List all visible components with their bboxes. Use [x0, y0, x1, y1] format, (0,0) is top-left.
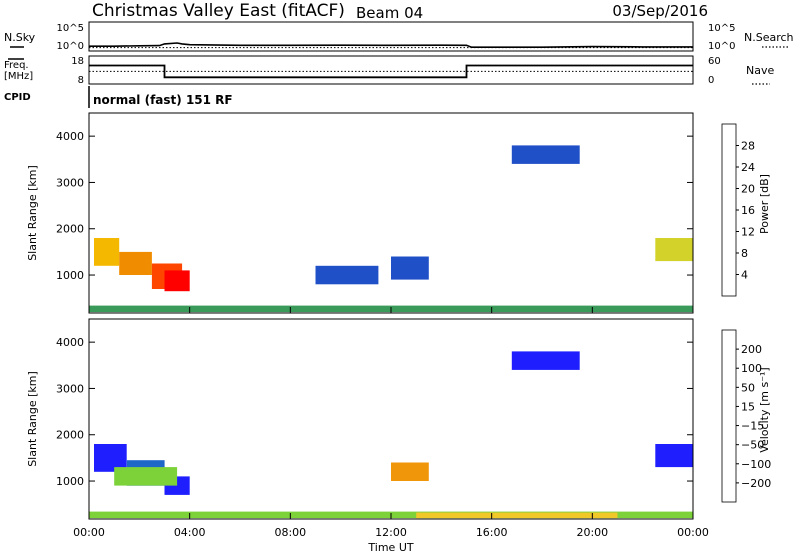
x-tick-label-1: 04:00 — [174, 526, 206, 539]
colorbar-tick-label-5: 24 — [741, 161, 755, 174]
y-tick-label-0: 1000 — [56, 269, 84, 282]
x-tick-label-2: 08:00 — [274, 526, 306, 539]
nave-tick-top: 60 — [708, 56, 721, 67]
y-tick-label-3: 4000 — [56, 336, 84, 349]
colorbar-frame — [721, 329, 737, 503]
cpid-label: CPID — [4, 92, 31, 103]
power-ylabel: Slant Range [km] — [26, 165, 39, 261]
noise-series-0 — [89, 42, 693, 49]
heatmap-region-1 — [119, 251, 152, 275]
power-colorbar: 4 8 12 16 20 24 28 — [721, 123, 755, 297]
colorbar-tick-label-0: −200 — [741, 477, 771, 490]
colorbar-tick-label-4: 15 — [741, 400, 755, 413]
y-tick-label-2: 3000 — [56, 176, 84, 189]
velocity-yticks: 1000 2000 3000 4000 — [56, 336, 693, 488]
heatmap-region-7 — [315, 265, 379, 285]
freq-label: Freq. — [4, 60, 29, 71]
power-yticks: 1000 2000 3000 4000 — [56, 130, 693, 282]
velocity-colorbar-label: Velocity [m s⁻¹] — [758, 367, 771, 452]
colorbar-tick-label-3: 16 — [741, 204, 755, 217]
date-label: 03/Sep/2016 — [612, 2, 708, 20]
y-tick-label-3: 4000 — [56, 130, 84, 143]
freq-unit-label: [MHz] — [4, 71, 33, 82]
x-tick-label-5: 20:00 — [576, 526, 608, 539]
heatmap-region-5 — [655, 238, 694, 262]
colorbar-tick-label-6: 28 — [741, 140, 755, 153]
cpid-text: normal (fast) 151 RF — [93, 93, 233, 107]
x-axis-label: Time UT — [367, 541, 413, 554]
noise-lines — [89, 42, 693, 49]
nsky-tick-bottom: 10^0 — [57, 41, 84, 52]
x-tick-label-3: 12:00 — [375, 526, 407, 539]
heatmap-region-8 — [391, 256, 429, 280]
freq-lines — [89, 64, 693, 79]
freq-tick-bottom: 8 — [78, 75, 84, 86]
y-tick-label-2: 3000 — [56, 382, 84, 395]
power-marks — [89, 145, 694, 313]
noise-panel-frame — [88, 21, 694, 52]
x-axis-ticks: 00:00 04:00 08:00 12:00 16:00 20:00 00:00 — [73, 307, 709, 539]
nsearch-label: N.Search — [744, 31, 794, 44]
freq-series-0 — [89, 64, 693, 79]
heatmap-region-7 — [511, 351, 580, 370]
velocity-colorbar: −200 −100 −50 −15 15 50 100 200 — [721, 329, 771, 503]
colorbar-tick-label-7: 200 — [741, 343, 762, 356]
heatmap-region-8 — [391, 462, 429, 481]
colorbar-frame — [721, 123, 737, 297]
colorbar-tick-label-5: 50 — [741, 381, 755, 394]
heatmap-region-3 — [164, 270, 190, 292]
nsearch-tick-top: 10^5 — [708, 23, 735, 34]
y-tick-label-0: 1000 — [56, 475, 84, 488]
power-colorbar-label: Power [dB] — [758, 174, 771, 234]
velocity-ylabel: Slant Range [km] — [26, 371, 39, 467]
y-tick-label-1: 2000 — [56, 429, 84, 442]
nsearch-tick-bottom: 10^0 — [708, 41, 735, 52]
colorbar-tick-label-2: −50 — [741, 439, 764, 452]
x-tick-label-6: 00:00 — [677, 526, 709, 539]
colorbar-tick-label-1: −100 — [741, 458, 771, 471]
heatmap-region-0 — [94, 238, 120, 266]
velocity-marks — [89, 351, 694, 519]
nsky-label: N.Sky — [4, 31, 36, 44]
colorbar-tick-label-1: 8 — [741, 247, 748, 260]
heatmap-region-6 — [511, 145, 580, 164]
freq-panel-frame — [88, 55, 694, 85]
plot-title: Christmas Valley East (fitACF) — [92, 1, 345, 21]
nave-tick-bottom: 0 — [708, 75, 714, 86]
y-tick-label-1: 2000 — [56, 223, 84, 236]
colorbar-tick-label-3: −15 — [741, 420, 764, 433]
colorbar-tick-label-0: 4 — [741, 269, 748, 282]
heatmap-region-5 — [416, 512, 618, 519]
beam-label: Beam 04 — [356, 4, 423, 22]
colorbar-tick-label-6: 100 — [741, 362, 762, 375]
nave-label: Nave — [746, 64, 774, 77]
x-tick-label-0: 00:00 — [73, 526, 105, 539]
colorbar-tick-label-2: 12 — [741, 226, 755, 239]
heatmap-region-3 — [114, 467, 178, 486]
nsky-tick-top: 10^5 — [57, 23, 84, 34]
x-tick-label-4: 16:00 — [476, 526, 508, 539]
freq-tick-top: 18 — [71, 56, 84, 67]
colorbar-tick-label-4: 20 — [741, 183, 755, 196]
heatmap-region-6 — [655, 444, 694, 468]
